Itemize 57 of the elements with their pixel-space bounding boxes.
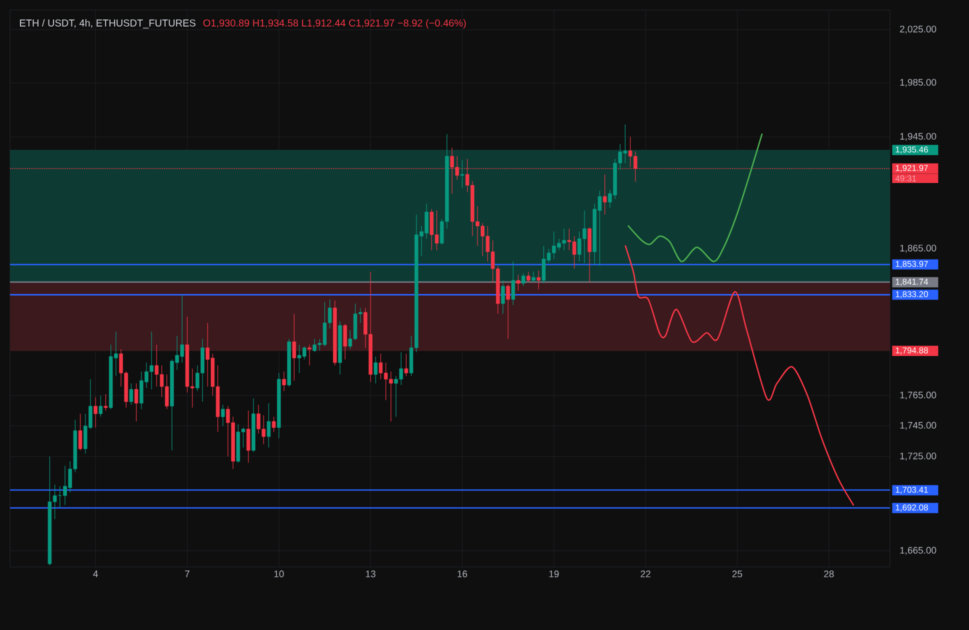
ref-line-label: 1,841.74: [896, 278, 928, 286]
x-tick-label: 13: [366, 570, 376, 578]
candlestick: [526, 271, 530, 282]
x-tick-label: 16: [458, 570, 468, 578]
candlestick: [532, 271, 536, 282]
ref-line-label: 1,853.97: [896, 260, 928, 268]
candlestick: [134, 383, 138, 422]
ref-line-label: 1,703.41: [896, 486, 928, 494]
candlestick: [104, 394, 108, 411]
band-label: 1,935.46: [896, 146, 928, 154]
x-tick-label: 19: [549, 570, 559, 578]
y-tick-label: 1,985.00: [900, 78, 936, 87]
y-tick-label: 1,865.00: [900, 244, 936, 253]
text: O1,930.89 H1,934.58 L1,912.44 C1,921.97 −8.92 (−0.46%): [203, 19, 466, 29]
candlestick: [460, 160, 464, 188]
y-tick-label: 1,765.00: [900, 392, 936, 400]
x-tick-label: 28: [824, 570, 834, 578]
ref-line-label: 1,833.20: [896, 291, 928, 298]
candlestick: [588, 227, 592, 282]
candlestick: [282, 371, 286, 392]
ref-line-label: 1,921.97: [896, 164, 928, 172]
y-tick-label: 1,665.00: [900, 546, 936, 555]
candlestick: [602, 174, 607, 215]
candlestick: [246, 410, 250, 464]
line-series: [624, 245, 854, 506]
line-series: [628, 133, 763, 262]
candlestick: [292, 314, 296, 381]
candlestick: [266, 402, 271, 448]
candlestick: [501, 280, 505, 314]
candlestick: [221, 404, 225, 426]
x-tick-label: 22: [640, 570, 650, 578]
y-tick-label: 1,745.00: [900, 422, 936, 430]
text: 49:31: [895, 175, 916, 182]
y-tick-label: 2,025.00: [900, 26, 936, 34]
candlestick: [94, 396, 98, 428]
x-tick-label: 7: [185, 570, 190, 578]
candlestick: [343, 324, 347, 360]
band-label: 1,794.88: [896, 347, 928, 354]
x-tick-label: 4: [93, 570, 98, 578]
y-tick-label: 1,725.00: [900, 452, 936, 460]
candlestick: [78, 413, 82, 451]
candlestick: [506, 284, 510, 340]
y-tick-label: 1,945.00: [900, 132, 936, 141]
x-tick-label: 25: [732, 570, 742, 578]
candlestick: [272, 416, 276, 432]
candlestick: [404, 353, 408, 376]
candlestick: [308, 344, 312, 366]
candlestick: [511, 261, 516, 306]
text: ETH / USDT, 4h, ETHUSDT_FUTURES: [20, 19, 196, 28]
candlestick: [374, 356, 378, 384]
candlestick: [516, 274, 520, 291]
candlestick: [129, 383, 134, 406]
candlestick: [521, 272, 526, 286]
x-tick-label: 10: [274, 570, 284, 578]
candlestick: [536, 270, 540, 290]
ref-line-label: 1,692.08: [896, 504, 928, 512]
candlestick: [98, 395, 103, 418]
